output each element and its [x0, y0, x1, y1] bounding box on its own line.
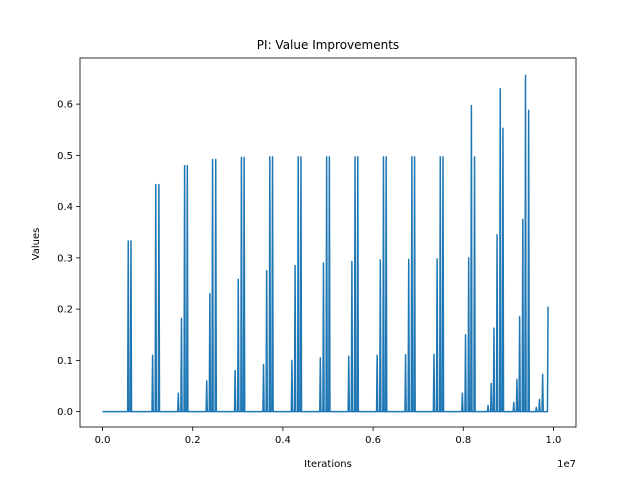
x-tick-label: 0.4 [275, 435, 291, 446]
y-tick-label: 0.4 [57, 202, 73, 213]
x-tick-label: 0.6 [365, 435, 381, 446]
x-tick-label: 1.0 [546, 435, 562, 446]
y-tick-label: 0.3 [57, 253, 73, 264]
x-axis-title: Iterations [304, 459, 352, 470]
y-tick-label: 0.5 [57, 151, 73, 162]
y-tick-label: 0.1 [57, 356, 73, 367]
axes-frame [79, 57, 577, 428]
x-tick-label: 0.2 [185, 435, 201, 446]
x-offset-label: 1e7 [557, 459, 576, 470]
x-tick-label: 0.0 [95, 435, 111, 446]
x-axis: 0.0 0.2 0.4 0.6 0.8 1.0 [95, 427, 562, 446]
series-line [102, 74, 549, 413]
chart-title: PI: Value Improvements [257, 38, 399, 52]
plot-area [102, 74, 549, 413]
x-tick-label: 0.8 [455, 435, 471, 446]
y-tick-label: 0.2 [57, 305, 73, 316]
y-tick-label: 0.0 [57, 407, 73, 418]
y-axis: 0.0 0.1 0.2 0.3 0.4 0.5 0.6 [57, 100, 80, 418]
y-tick-label: 0.6 [57, 100, 73, 111]
y-axis-title: Values [31, 228, 42, 261]
